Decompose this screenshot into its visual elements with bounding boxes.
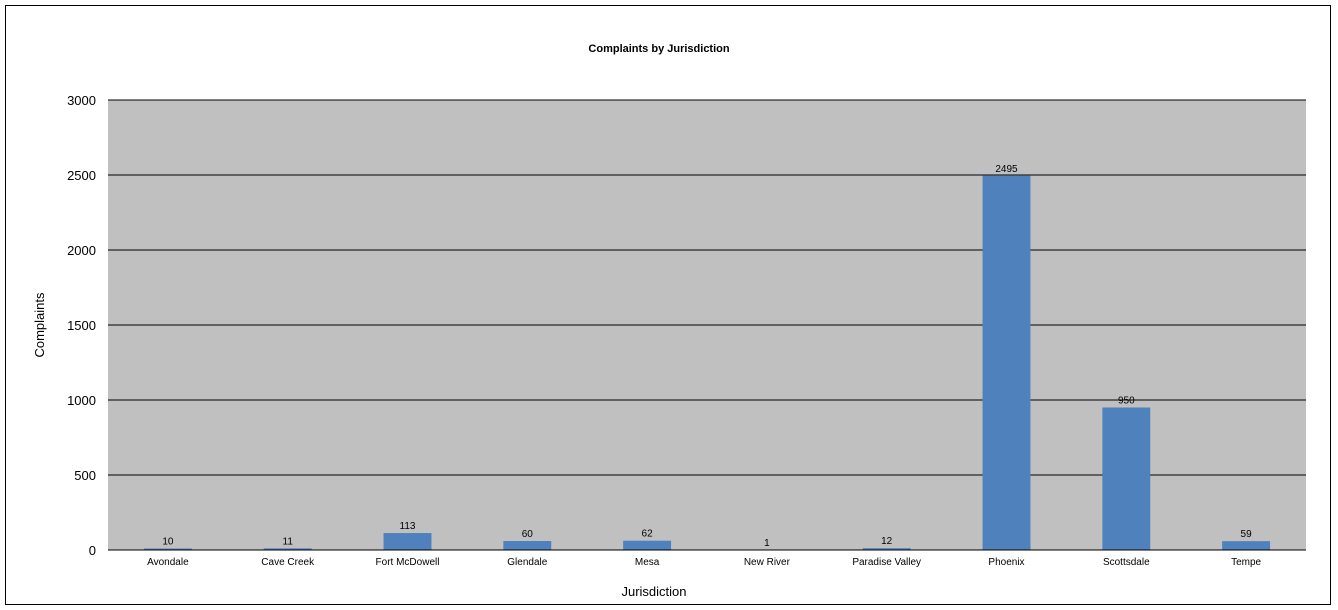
data-label: 62 bbox=[642, 529, 654, 540]
x-axis-ticks: Avondale Cave Creek Fort McDowell Glendale M… bbox=[147, 557, 1261, 568]
data-label: 113 bbox=[400, 521, 416, 532]
chart-title: Complaints by Jurisdiction bbox=[588, 43, 729, 55]
bar-mesa bbox=[623, 540, 672, 550]
x-tick-label: Cave Creek bbox=[261, 557, 315, 568]
data-label: 1 bbox=[764, 538, 770, 549]
bar-fort-mcdowell bbox=[383, 533, 432, 550]
bar-paradise-valley bbox=[862, 548, 911, 550]
x-tick-label: Mesa bbox=[635, 557, 660, 568]
bar-scottsdale bbox=[1102, 407, 1151, 550]
data-label: 950 bbox=[1118, 396, 1135, 407]
gridlines bbox=[108, 99, 1306, 476]
x-tick-label: Paradise Valley bbox=[852, 557, 921, 568]
y-tick-label: 2500 bbox=[67, 168, 96, 183]
x-tick-label: Tempe bbox=[1231, 557, 1261, 568]
y-axis-title: Complaints bbox=[32, 292, 47, 358]
data-label: 59 bbox=[1241, 529, 1253, 540]
y-tick-label: 1000 bbox=[67, 393, 96, 408]
x-axis-title: Jurisdiction bbox=[621, 584, 686, 599]
data-labels: 10 11 113 60 62 1 12 2495 950 59 bbox=[162, 164, 1252, 549]
data-label: 60 bbox=[522, 529, 534, 540]
bar-phoenix bbox=[982, 175, 1031, 550]
x-tick-label: New River bbox=[744, 557, 791, 568]
x-tick-label: Phoenix bbox=[988, 557, 1024, 568]
data-label: 11 bbox=[283, 536, 294, 547]
data-label: 10 bbox=[162, 537, 174, 548]
y-tick-label: 3000 bbox=[67, 93, 96, 108]
x-tick-label: Avondale bbox=[147, 557, 189, 568]
y-tick-label: 2000 bbox=[67, 243, 96, 258]
y-axis-ticks: 0 500 1000 1500 2000 2500 3000 bbox=[67, 93, 96, 558]
y-tick-label: 0 bbox=[89, 543, 96, 558]
bar-cave-creek bbox=[263, 548, 312, 550]
data-label: 12 bbox=[881, 536, 893, 547]
data-label: 2495 bbox=[995, 164, 1018, 175]
bar-glendale bbox=[503, 541, 552, 550]
y-tick-label: 500 bbox=[74, 468, 96, 483]
bar-avondale bbox=[143, 548, 192, 550]
bars bbox=[143, 175, 1271, 550]
bar-tempe bbox=[1222, 541, 1271, 550]
y-tick-label: 1500 bbox=[67, 318, 96, 333]
x-tick-label: Fort McDowell bbox=[376, 557, 440, 568]
x-tick-label: Glendale bbox=[507, 557, 547, 568]
x-tick-label: Scottsdale bbox=[1103, 557, 1150, 568]
